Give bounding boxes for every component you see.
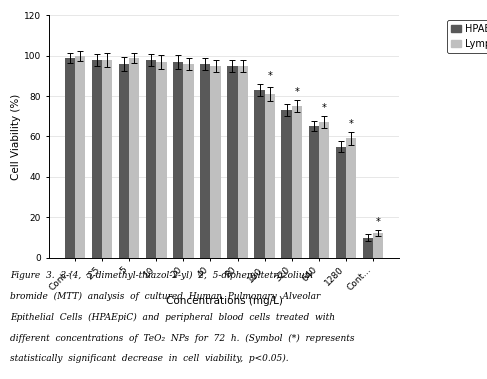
- Bar: [92, 60, 102, 258]
- Bar: [346, 138, 356, 258]
- Text: *: *: [349, 119, 354, 129]
- Bar: [373, 233, 383, 258]
- Bar: [363, 238, 373, 258]
- Bar: [281, 110, 292, 258]
- Bar: [173, 62, 184, 258]
- Bar: [254, 90, 264, 258]
- X-axis label: Concentrations (mg/L): Concentrations (mg/L): [166, 296, 282, 305]
- Bar: [238, 66, 248, 258]
- Bar: [319, 122, 329, 258]
- Legend: HPAEpiC, Lymphocyte: HPAEpiC, Lymphocyte: [447, 20, 487, 53]
- Text: bromide  (MTT)  analysis  of  cultured  Human  Pulmonary  Alveolar: bromide (MTT) analysis of cultured Human…: [10, 292, 320, 301]
- Bar: [119, 64, 129, 258]
- Text: different  concentrations  of  TeO₂  NPs  for  72  h.  (Symbol  (*)  represents: different concentrations of TeO₂ NPs for…: [10, 334, 354, 343]
- Bar: [129, 58, 139, 258]
- Text: *: *: [376, 218, 381, 227]
- Bar: [336, 147, 346, 258]
- Bar: [200, 64, 210, 258]
- Bar: [292, 106, 302, 258]
- Text: *: *: [267, 71, 272, 81]
- Text: Epithelial  Cells  (HPAEpiC)  and  peripheral  blood  cells  treated  with: Epithelial Cells (HPAEpiC) and periphera…: [10, 313, 335, 322]
- Text: statistically  significant  decrease  in  cell  viability,  p<0.05).: statistically significant decrease in ce…: [10, 354, 288, 363]
- Bar: [156, 62, 167, 258]
- Bar: [309, 126, 319, 258]
- Bar: [75, 56, 85, 258]
- Bar: [65, 58, 75, 258]
- Bar: [102, 60, 112, 258]
- Bar: [227, 66, 238, 258]
- Bar: [210, 66, 221, 258]
- Bar: [146, 60, 156, 258]
- Text: *: *: [321, 103, 326, 113]
- Bar: [184, 64, 194, 258]
- Text: Figure  3.  3-(4,  5-dimethyl-thiazol-2-yl)  2,  5-diphenyltetrazolium: Figure 3. 3-(4, 5-dimethyl-thiazol-2-yl)…: [10, 271, 313, 280]
- Y-axis label: Cell Viability (%): Cell Viability (%): [11, 93, 21, 180]
- Bar: [264, 94, 275, 258]
- Text: *: *: [295, 87, 300, 97]
